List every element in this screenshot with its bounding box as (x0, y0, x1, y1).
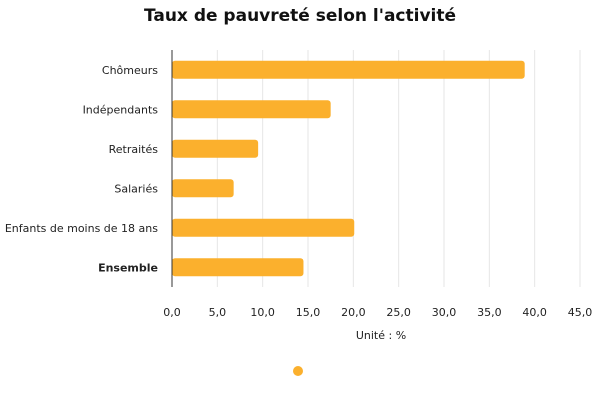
x-tick-label: 10,0 (250, 306, 275, 319)
x-tick-label: 5,0 (209, 306, 227, 319)
bar[interactable] (172, 179, 234, 198)
legend-marker[interactable] (293, 366, 303, 376)
chart-title: Taux de pauvreté selon l'activité (143, 6, 457, 26)
category-label: Retraités (109, 143, 159, 156)
bar[interactable] (172, 60, 525, 79)
grid-lines (216, 50, 581, 287)
category-label: Chômeurs (102, 64, 158, 77)
bar[interactable] (172, 218, 355, 237)
category-label: Indépendants (83, 103, 159, 116)
bar[interactable] (172, 100, 331, 119)
x-tick-labels: 0,0 5,0 10,0 15,0 20,0 25,0 30,0 35,0 40,0 45,0 (163, 306, 592, 319)
x-axis-title: Unité : % (356, 329, 406, 342)
x-tick-label: 15,0 (296, 306, 321, 319)
bar[interactable] (172, 258, 304, 277)
x-tick-label: 30,0 (432, 306, 457, 319)
category-labels: Chômeurs Indépendants Retraités Salariés Enf… (5, 64, 158, 275)
x-tick-label: 20,0 (341, 306, 366, 319)
x-tick-label: 35,0 (477, 306, 502, 319)
x-tick-label: 0,0 (163, 306, 181, 319)
category-label: Enfants de moins de 18 ans (5, 222, 158, 235)
x-tick-label: 45,0 (568, 306, 593, 319)
x-tick-label: 25,0 (386, 306, 411, 319)
x-tick-label: 40,0 (522, 306, 547, 319)
bar[interactable] (172, 139, 259, 158)
category-label: Ensemble (98, 261, 158, 274)
category-label: Salariés (114, 182, 158, 195)
bars (172, 60, 525, 277)
